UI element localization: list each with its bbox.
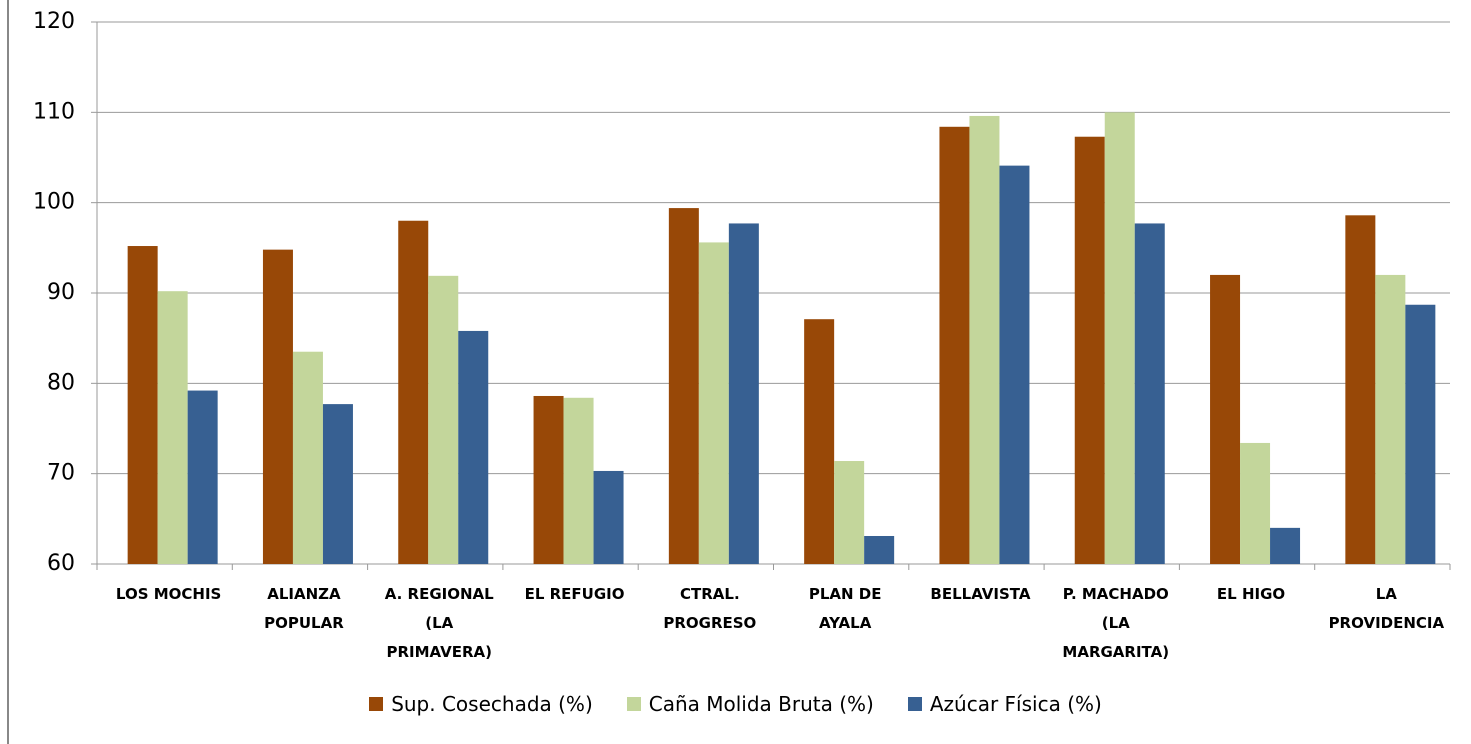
x-tick-label: A. REGIONAL (LA PRIMAVERA) <box>384 585 494 661</box>
x-tick-label: LA PROVIDENCIA <box>1328 585 1445 632</box>
bar <box>1210 274 1241 564</box>
bar <box>1405 304 1436 564</box>
x-tick-label: BELLAVISTA <box>930 585 1031 603</box>
bar <box>834 461 865 564</box>
y-tick-label: 120 <box>33 9 75 34</box>
y-tick-label: 90 <box>47 280 75 305</box>
bar <box>1074 136 1105 564</box>
bar <box>127 246 158 564</box>
bar <box>1240 442 1271 564</box>
x-tick-label: EL REFUGIO <box>524 585 625 603</box>
x-tick-label: ALIANZA POPULAR <box>264 585 344 632</box>
y-tick-label: 80 <box>47 370 75 395</box>
bar <box>804 319 835 564</box>
bar <box>1270 527 1301 564</box>
legend-swatch <box>626 697 641 711</box>
y-tick-label: 60 <box>47 551 75 576</box>
legend-item: Sup. Cosechada (%) <box>369 692 593 716</box>
bar <box>157 291 188 564</box>
bar <box>533 395 564 564</box>
bar <box>1104 112 1135 564</box>
legend-item: Azúcar Física (%) <box>907 692 1102 716</box>
x-tick-label: LOS MOCHIS <box>115 585 222 603</box>
x-tick-label: P. MACHADO (LA MARGARITA) <box>1062 585 1170 661</box>
legend-label: Sup. Cosechada (%) <box>391 692 593 716</box>
bar <box>728 223 759 564</box>
bar <box>322 404 353 564</box>
bar <box>428 275 459 564</box>
x-tick-label: CTRAL. PROGRESO <box>663 585 757 632</box>
bar <box>187 390 218 564</box>
y-tick-label: 100 <box>33 190 75 215</box>
bar <box>668 208 699 564</box>
bar <box>698 242 729 564</box>
y-tick-label: 70 <box>47 461 75 486</box>
legend-item: Caña Molida Bruta (%) <box>626 692 874 716</box>
y-tick-label: 110 <box>33 99 75 124</box>
x-tick-label: PLAN DE AYALA <box>808 585 882 632</box>
x-tick-label: EL HIGO <box>1216 585 1286 603</box>
bar <box>563 397 594 564</box>
legend-swatch <box>369 697 384 711</box>
bar <box>262 249 293 564</box>
bar <box>999 165 1030 564</box>
bar <box>1375 274 1406 564</box>
bar <box>593 470 624 564</box>
bar <box>1345 215 1376 564</box>
legend-label: Azúcar Física (%) <box>929 692 1102 716</box>
bar <box>1134 223 1165 564</box>
bar <box>458 330 489 564</box>
bar <box>292 351 323 564</box>
bar <box>969 115 1000 565</box>
bar <box>939 126 970 564</box>
legend-swatch <box>907 697 922 711</box>
legend: Sup. Cosechada (%) Caña Molida Bruta (%) A… <box>0 692 1471 716</box>
bar <box>398 220 429 564</box>
bar <box>864 535 895 564</box>
legend-label: Caña Molida Bruta (%) <box>648 692 874 716</box>
